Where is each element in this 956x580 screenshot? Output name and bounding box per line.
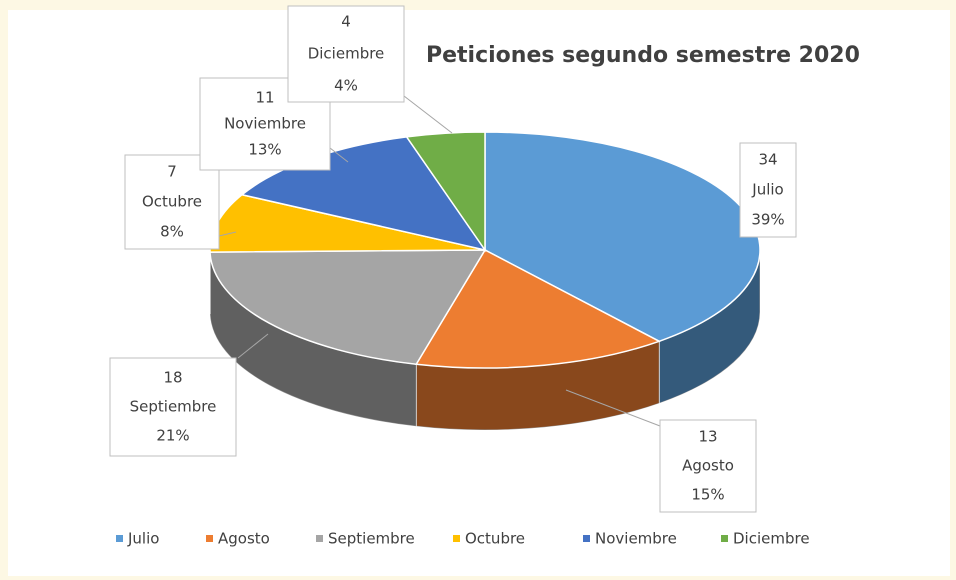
slice-side-shade [659,250,760,404]
leader-line [237,333,269,359]
leader-line [329,147,349,163]
chart-title: Peticiones segundo semestre 2020 [426,43,860,68]
slice [414,249,662,369]
slice [209,249,487,366]
data-label-category: Diciembre [308,45,385,63]
data-label-category: Agosto [682,457,734,475]
legend-label: Julio [127,530,159,548]
data-label-percent: 8% [160,223,184,241]
legend-marker [206,535,213,542]
data-label-value: 4 [341,13,351,31]
data-label-box [739,142,797,238]
legend-marker [721,535,728,542]
data-label-percent: 21% [156,427,189,445]
slice-side-shade [416,341,660,430]
legend-marker [316,535,323,542]
legend-label: Agosto [218,530,270,548]
data-label-percent: 13% [248,141,281,159]
data-label-value: 7 [167,163,177,181]
data-label-category: Julio [751,181,783,199]
data-label-category: Octubre [142,193,202,211]
data-label-percent: 15% [691,486,724,504]
legend-label: Septiembre [328,530,415,548]
data-label-box [287,5,405,103]
leader-line [218,231,237,237]
data-label-value: 11 [255,89,274,107]
data-label-category: Noviembre [224,115,306,133]
legend-label: Noviembre [595,530,677,548]
legend-marker [453,535,460,542]
slice-side-shade [210,252,417,427]
legend-marker [116,535,123,542]
data-label-box [124,154,220,250]
data-label-box [109,357,237,457]
legend-label: Octubre [465,530,525,548]
data-label-value: 13 [698,428,717,446]
data-label-value: 18 [163,369,182,387]
data-label-percent: 39% [751,211,784,229]
slice [405,131,486,253]
legend-marker [583,535,590,542]
data-label-box [659,419,757,513]
data-label-percent: 4% [334,77,358,95]
leader-line [565,389,661,427]
legend-label: Diciembre [733,530,810,548]
leader-line [403,95,453,134]
data-label-category: Septiembre [130,398,217,416]
data-label-value: 34 [758,151,777,169]
